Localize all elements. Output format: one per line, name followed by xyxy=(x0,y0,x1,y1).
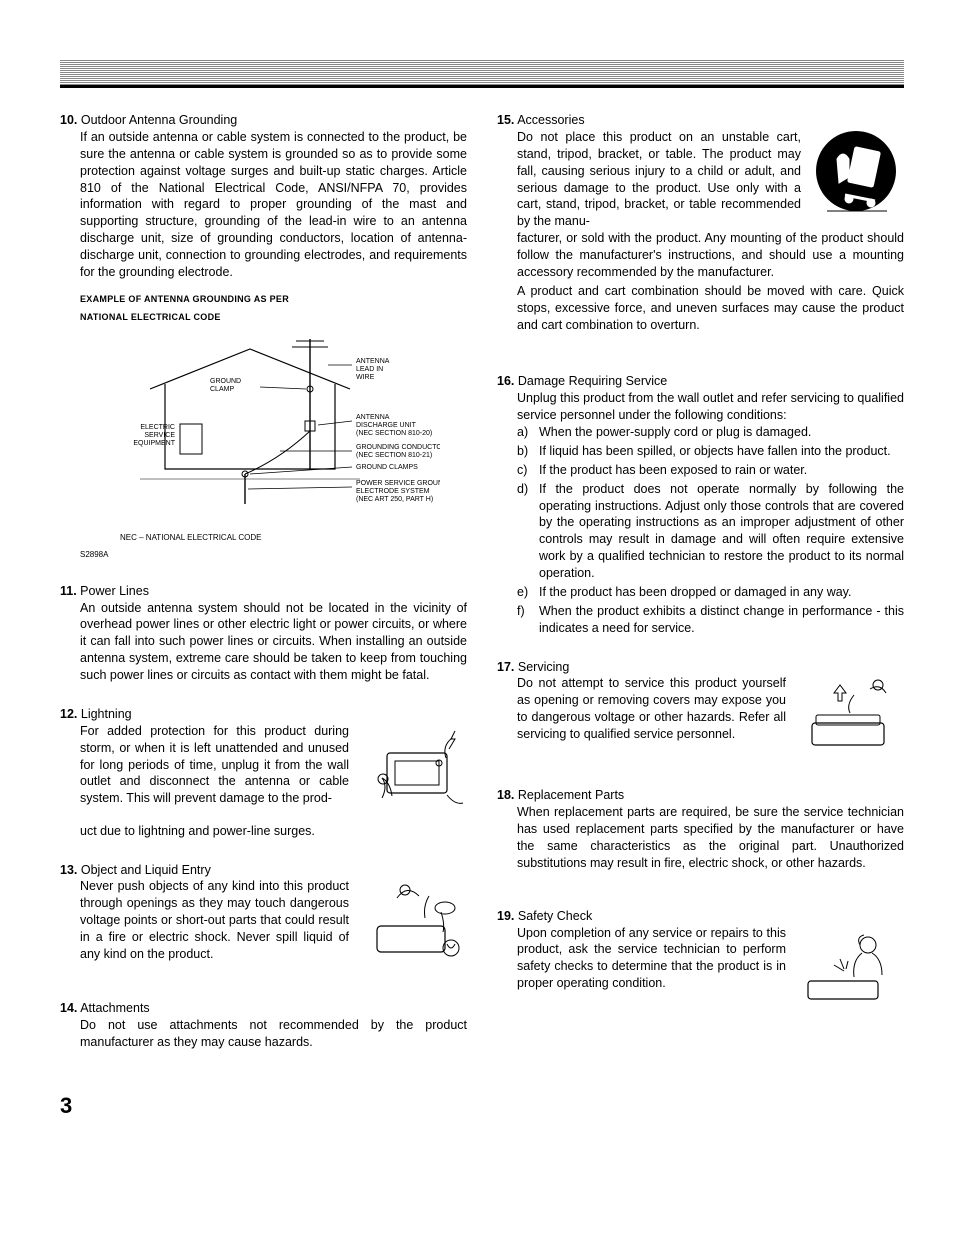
diagram-caption: NEC – NATIONAL ELECTRICAL CODE xyxy=(120,533,467,544)
svg-text:DISCHARGE UNIT: DISCHARGE UNIT xyxy=(356,422,417,429)
sub-letter: c) xyxy=(517,462,533,479)
sub-text: When the power-supply cord or plug is da… xyxy=(539,424,904,441)
item-number: 15. xyxy=(497,113,514,127)
svg-text:SERVICE: SERVICE xyxy=(144,432,175,439)
svg-text:WIRE: WIRE xyxy=(356,374,375,381)
label-discharge-unit: ANTENNA xyxy=(356,414,390,421)
item-title: Replacement Parts xyxy=(518,788,624,802)
label-electric-service: ELECTRIC xyxy=(140,424,175,431)
diagram-title-2: NATIONAL ELECTRICAL CODE xyxy=(80,311,467,323)
item-number: 13. xyxy=(60,863,77,877)
item-16: 16. Damage Requiring Service Unplug this… xyxy=(497,373,904,636)
item-number: 16. xyxy=(497,374,514,388)
svg-text:EQUIPMENT: EQUIPMENT xyxy=(133,440,175,447)
svg-text:ELECTRODE SYSTEM: ELECTRODE SYSTEM xyxy=(356,488,430,495)
label-antenna-lead: ANTENNA xyxy=(356,358,390,365)
item-number: 18. xyxy=(497,788,514,802)
sublist: a) When the power-supply cord or plug is … xyxy=(517,424,904,637)
item-15: 15. Accessories Do not place this produc… xyxy=(497,112,904,333)
item-19: 19. Safety Check Upon completion of any … xyxy=(497,908,904,1020)
item-11: 11. Power Lines An outside antenna syste… xyxy=(60,583,467,684)
item-title: Attachments xyxy=(80,1001,149,1015)
item-title: Servicing xyxy=(518,660,569,674)
item-12: 12. Lightning For added protection for t… xyxy=(60,706,467,840)
item-title: Outdoor Antenna Grounding xyxy=(81,113,237,127)
svg-text:(NEC SECTION 810-20): (NEC SECTION 810-20) xyxy=(356,430,432,437)
item-10: 10. Outdoor Antenna Grounding If an outs… xyxy=(60,112,467,561)
item-number: 17. xyxy=(497,660,514,674)
label-grounding-conductors: GROUNDING CONDUCTORS xyxy=(356,444,440,451)
item-body: Do not use attachments not recommended b… xyxy=(80,1017,467,1051)
item-18: 18. Replacement Parts When replacement p… xyxy=(497,787,904,871)
item-number: 19. xyxy=(497,909,514,923)
sub-letter: e) xyxy=(517,584,533,601)
two-column-layout: 10. Outdoor Antenna Grounding If an outs… xyxy=(60,112,904,1073)
svg-text:LEAD IN: LEAD IN xyxy=(356,366,383,373)
item-number: 11. xyxy=(60,584,77,598)
sub-text: If liquid has been spilled, or objects h… xyxy=(539,443,904,460)
item-title: Damage Requiring Service xyxy=(518,374,667,388)
sub-letter: b) xyxy=(517,443,533,460)
sub-letter: a) xyxy=(517,424,533,441)
svg-text:(NEC SECTION 810-21): (NEC SECTION 810-21) xyxy=(356,452,432,459)
item-body: Do not attempt to service this product y… xyxy=(517,675,786,765)
header-rule-bar xyxy=(60,60,904,88)
item-body: For added protection for this product du… xyxy=(80,723,349,823)
item-body: When replacement parts are required, be … xyxy=(517,804,904,872)
diagram-reference: S2898A xyxy=(80,550,467,561)
item-number: 14. xyxy=(60,1001,77,1015)
item-body: Never push objects of any kind into this… xyxy=(80,878,349,978)
sub-letter: d) xyxy=(517,481,533,582)
item-title: Lightning xyxy=(81,707,132,721)
item-number: 12. xyxy=(60,707,77,721)
item-body: If an outside antenna or cable system is… xyxy=(80,129,467,281)
safety-check-illustration xyxy=(794,925,904,1020)
svg-text:CLAMP: CLAMP xyxy=(210,386,234,393)
left-column: 10. Outdoor Antenna Grounding If an outs… xyxy=(60,112,467,1073)
sub-text: If the product has been exposed to rain … xyxy=(539,462,904,479)
sub-letter: f) xyxy=(517,603,533,637)
label-ground-clamps: GROUND CLAMPS xyxy=(356,464,418,471)
sub-text: If the product does not operate normally… xyxy=(539,481,904,582)
sub-text: When the product exhibits a distinct cha… xyxy=(539,603,904,637)
svg-text:(NEC ART 250, PART H): (NEC ART 250, PART H) xyxy=(356,496,433,503)
item-body: An outside antenna system should not be … xyxy=(80,600,467,684)
item-title: Accessories xyxy=(517,113,584,127)
item-title: Safety Check xyxy=(518,909,592,923)
antenna-grounding-diagram: ANTENNA LEAD IN WIRE GROUND CLAMP ANTENN… xyxy=(80,329,440,529)
item-17: 17. Servicing Do not attempt to service … xyxy=(497,659,904,766)
cart-warning-icon xyxy=(809,129,904,230)
diagram-title-1: EXAMPLE OF ANTENNA GROUNDING AS PER xyxy=(80,293,467,305)
label-ground-clamp: GROUND xyxy=(210,378,241,385)
item-body: Do not place this product on an unstable… xyxy=(517,129,801,230)
item-13: 13. Object and Liquid Entry Never push o… xyxy=(60,862,467,979)
item-number: 10. xyxy=(60,113,77,127)
item-body-cont2: A product and cart combination should be… xyxy=(517,283,904,334)
item-body: Upon completion of any service or repair… xyxy=(517,925,786,1020)
item-title: Object and Liquid Entry xyxy=(81,863,211,877)
right-column: 15. Accessories Do not place this produc… xyxy=(497,112,904,1073)
item-body-cont1: facturer, or sold with the product. Any … xyxy=(517,230,904,281)
item-body: Unplug this product from the wall outlet… xyxy=(517,390,904,424)
label-power-service: POWER SERVICE GROUNDING xyxy=(356,480,440,487)
page-number: 3 xyxy=(60,1093,904,1119)
sub-text: If the product has been dropped or damag… xyxy=(539,584,904,601)
lightning-illustration xyxy=(357,723,467,823)
item-14: 14. Attachments Do not use attachments n… xyxy=(60,1000,467,1051)
item-body-continuation: uct due to lightning and power-line surg… xyxy=(80,823,467,840)
liquid-entry-illustration xyxy=(357,878,467,978)
item-title: Power Lines xyxy=(80,584,149,598)
servicing-illustration xyxy=(794,675,904,765)
